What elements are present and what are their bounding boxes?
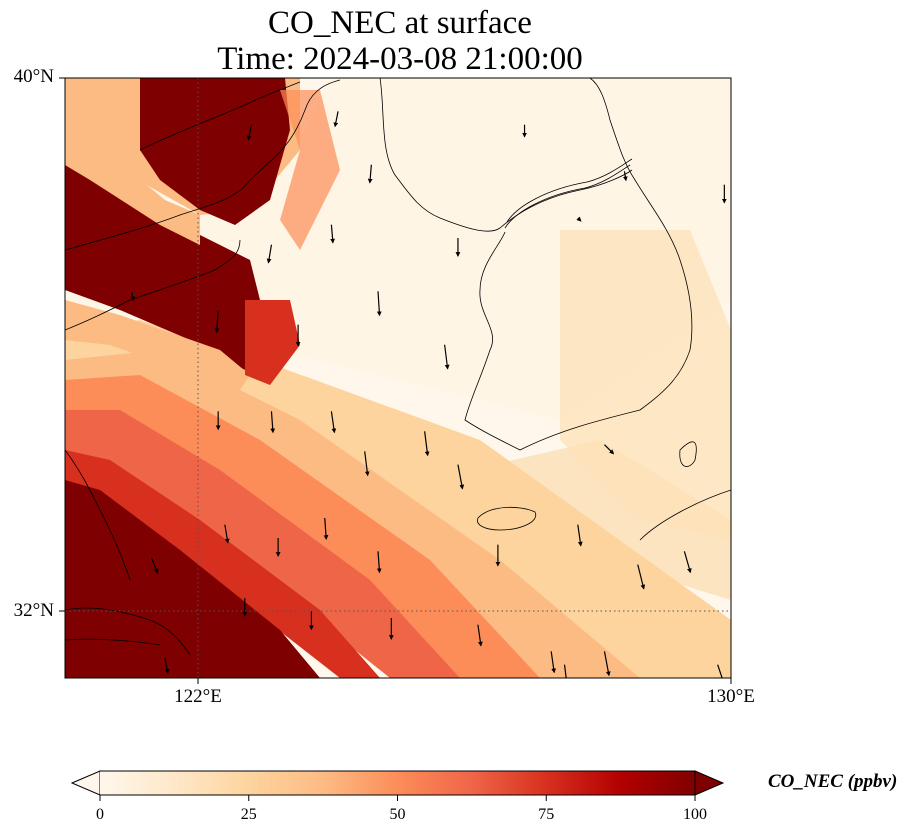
concentration-field: [65, 78, 731, 678]
colorbar-tick-75: 75: [538, 806, 555, 823]
gridlines: [65, 78, 731, 678]
wind-arrow: [622, 171, 628, 182]
lat-tick-label-40: 40°N: [13, 66, 54, 87]
lon-tick-label-130: 130°E: [707, 686, 755, 707]
wind-arrow: [644, 685, 650, 709]
lat-tick-label-32: 32°N: [13, 600, 54, 621]
wind-arrow: [333, 111, 339, 128]
wind-arrow: [576, 216, 582, 222]
map-title: CO_NEC at surface: [268, 5, 532, 41]
wind-arrow: [130, 291, 135, 302]
wind-arrow: [376, 551, 382, 574]
wind-arrow: [717, 664, 723, 678]
wind-arrow: [577, 524, 583, 547]
colorbar-extend-high: [694, 770, 725, 796]
wind-arrow: [224, 524, 230, 544]
wind-arrow: [323, 517, 329, 540]
wind-arrow: [367, 164, 373, 184]
wind-arrow: [364, 451, 370, 477]
wind-arrow: [164, 657, 170, 674]
wind-arrow: [457, 464, 465, 490]
colorbar-label: CO_NEC (ppbv): [768, 771, 898, 792]
wind-arrow: [477, 624, 483, 647]
axis-ticks: [59, 77, 732, 684]
wind-vectors: [130, 111, 727, 709]
wind-arrow: [683, 551, 692, 574]
wind-arrow: [246, 124, 253, 141]
wind-arrow: [266, 244, 273, 264]
colorbar-extend-low: [70, 770, 101, 796]
colorbar: [70, 770, 725, 801]
wind-arrow: [330, 224, 335, 244]
wind-arrow: [330, 411, 337, 434]
wind-arrow: [505, 685, 508, 709]
colorbar-tick-0: 0: [96, 806, 104, 823]
wind-arrow: [424, 431, 430, 457]
lon-tick-label-122: 122°E: [174, 686, 222, 707]
wind-arrow: [444, 344, 450, 370]
colorbar-tick-25: 25: [240, 806, 257, 823]
wind-arrow: [637, 564, 646, 590]
wind-arrow: [604, 444, 615, 455]
wind-arrow: [376, 291, 382, 317]
wind-arrow: [214, 311, 220, 334]
wind-arrow: [270, 411, 276, 434]
map-frame: [64, 77, 732, 679]
wind-arrow: [151, 557, 159, 574]
map-subtitle: Time: 2024-03-08 21:00:00: [217, 41, 583, 77]
wind-arrow: [563, 664, 567, 678]
colorbar-tick-50: 50: [389, 806, 406, 823]
colorbar-tick-100: 100: [683, 806, 707, 823]
coastlines: [65, 78, 731, 656]
wind-arrow: [603, 651, 611, 677]
colorbar-body: [100, 771, 695, 795]
wind-arrow: [550, 651, 557, 674]
